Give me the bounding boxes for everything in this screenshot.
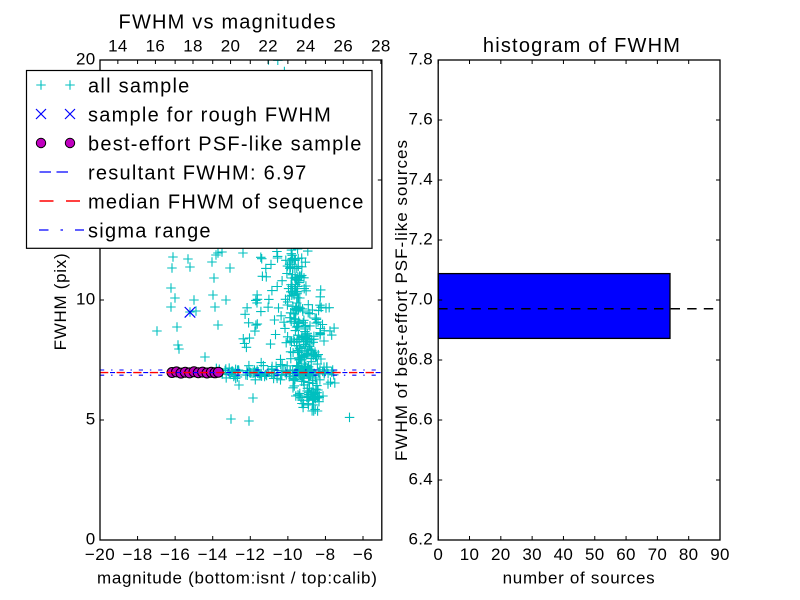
svg-text:18: 18 xyxy=(183,37,203,56)
svg-text:FWHM vs magnitudes: FWHM vs magnitudes xyxy=(119,12,337,34)
svg-text:0: 0 xyxy=(86,530,96,549)
svg-text:6.6: 6.6 xyxy=(408,410,433,429)
svg-text:6.8: 6.8 xyxy=(408,350,433,369)
svg-text:7.8: 7.8 xyxy=(408,50,433,69)
svg-text:60: 60 xyxy=(616,545,636,564)
svg-text:7.0: 7.0 xyxy=(408,290,433,309)
svg-text:22: 22 xyxy=(258,37,278,56)
svg-text:−12: −12 xyxy=(235,545,265,564)
svg-text:resultant FWHM: 6.97: resultant FWHM: 6.97 xyxy=(88,163,308,185)
svg-text:sample for rough FWHM: sample for rough FWHM xyxy=(88,105,332,127)
svg-text:−18: −18 xyxy=(122,545,152,564)
svg-text:number of sources: number of sources xyxy=(503,569,656,588)
svg-text:all sample: all sample xyxy=(88,76,191,98)
svg-text:−6: −6 xyxy=(353,545,373,564)
svg-text:histogram of FWHM: histogram of FWHM xyxy=(483,35,681,57)
svg-text:7.4: 7.4 xyxy=(408,170,433,189)
svg-text:14: 14 xyxy=(108,37,128,56)
svg-text:6.2: 6.2 xyxy=(408,530,433,549)
svg-text:7.2: 7.2 xyxy=(408,230,433,249)
svg-text:magnitude (bottom:isnt / top:c: magnitude (bottom:isnt / top:calib) xyxy=(97,569,378,588)
svg-text:70: 70 xyxy=(648,545,668,564)
svg-text:20: 20 xyxy=(221,37,241,56)
svg-text:−14: −14 xyxy=(198,545,228,564)
svg-text:24: 24 xyxy=(296,37,316,56)
svg-text:40: 40 xyxy=(554,545,574,564)
svg-text:80: 80 xyxy=(679,545,699,564)
svg-text:0: 0 xyxy=(433,545,443,564)
svg-text:−10: −10 xyxy=(273,545,303,564)
svg-text:FWHM of best-effort PSF-like s: FWHM of best-effort PSF-like sources xyxy=(392,139,411,461)
svg-text:26: 26 xyxy=(334,37,354,56)
svg-text:−16: −16 xyxy=(160,545,190,564)
svg-text:16: 16 xyxy=(146,37,166,56)
svg-text:−20: −20 xyxy=(85,545,115,564)
svg-text:−8: −8 xyxy=(315,545,335,564)
svg-text:30: 30 xyxy=(522,545,542,564)
svg-text:20: 20 xyxy=(76,50,96,69)
svg-text:median FHWM of sequence: median FHWM of sequence xyxy=(88,192,365,214)
svg-text:90: 90 xyxy=(710,545,730,564)
svg-text:50: 50 xyxy=(585,545,605,564)
svg-text:6.4: 6.4 xyxy=(408,470,433,489)
svg-text:7.6: 7.6 xyxy=(408,110,433,129)
svg-text:FWHM (pix): FWHM (pix) xyxy=(51,253,70,351)
svg-text:20: 20 xyxy=(491,545,511,564)
svg-text:sigma range: sigma range xyxy=(88,221,212,243)
svg-text:best-effort PSF-like sample: best-effort PSF-like sample xyxy=(88,134,363,156)
svg-text:28: 28 xyxy=(371,37,391,56)
svg-text:10: 10 xyxy=(460,545,480,564)
svg-text:5: 5 xyxy=(86,410,96,429)
svg-text:10: 10 xyxy=(76,290,96,309)
